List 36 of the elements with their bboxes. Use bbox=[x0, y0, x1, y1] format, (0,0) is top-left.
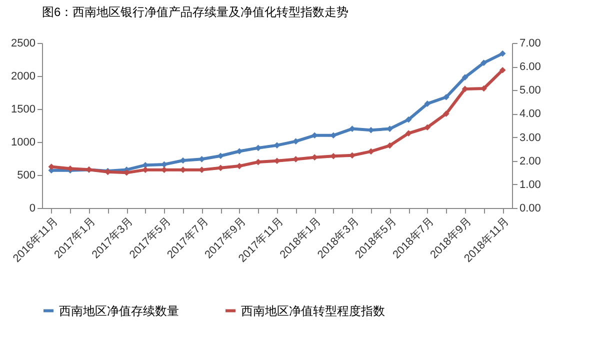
point bbox=[255, 158, 262, 166]
point bbox=[161, 161, 168, 168]
y-tick-label: 1000 bbox=[11, 136, 36, 148]
point bbox=[499, 50, 506, 57]
point bbox=[386, 142, 393, 149]
point bbox=[274, 142, 280, 148]
point bbox=[443, 110, 450, 117]
point bbox=[499, 66, 506, 74]
y-tick-label: 0 bbox=[29, 202, 36, 214]
y2-tick-label: 7.00 bbox=[520, 38, 541, 50]
point bbox=[443, 94, 450, 100]
y-tick-label: 500 bbox=[17, 170, 36, 182]
y2-tick-label: 5.00 bbox=[520, 84, 541, 97]
point bbox=[424, 100, 431, 107]
y-tick-label: 2000 bbox=[11, 70, 36, 82]
point bbox=[462, 74, 468, 80]
point bbox=[217, 152, 224, 160]
y-tick-label: 2500 bbox=[11, 38, 36, 50]
legend-label: 西南地区净值转型程度指数 bbox=[241, 304, 385, 318]
point bbox=[424, 124, 431, 131]
y2-tick-label: 4.00 bbox=[520, 108, 541, 120]
y2-tick-label: 0.00 bbox=[520, 202, 541, 214]
y2-tick-label: 3.00 bbox=[520, 132, 541, 144]
y2-tick-label: 2.00 bbox=[520, 155, 541, 168]
chart-title: 图6：西南地区银行净值产品存续量及净值化转型指数走势 bbox=[42, 5, 349, 19]
y2-tick-label: 1.00 bbox=[520, 178, 541, 191]
point bbox=[368, 148, 374, 155]
point bbox=[480, 60, 487, 66]
point bbox=[255, 144, 262, 152]
y-tick-label: 1500 bbox=[11, 104, 36, 116]
y2-tick-label: 6.00 bbox=[520, 61, 541, 74]
legend-label: 西南地区净值存续数量 bbox=[59, 304, 179, 318]
point bbox=[480, 85, 487, 92]
point bbox=[405, 116, 412, 123]
point bbox=[405, 130, 412, 136]
point bbox=[236, 148, 243, 154]
